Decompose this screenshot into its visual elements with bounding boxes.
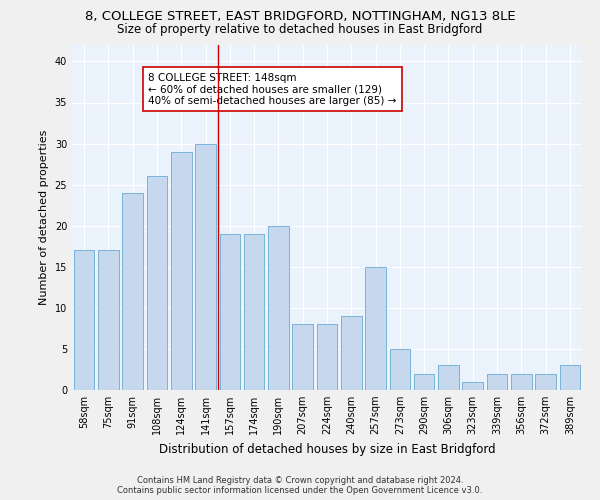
Bar <box>244 234 265 390</box>
Text: Size of property relative to detached houses in East Bridgford: Size of property relative to detached ho… <box>118 22 482 36</box>
Bar <box>463 382 483 390</box>
Bar <box>487 374 508 390</box>
Bar <box>414 374 434 390</box>
Bar <box>389 349 410 390</box>
Bar <box>74 250 94 390</box>
Bar <box>171 152 191 390</box>
X-axis label: Distribution of detached houses by size in East Bridgford: Distribution of detached houses by size … <box>158 442 496 456</box>
Bar <box>220 234 240 390</box>
Bar <box>365 267 386 390</box>
Text: Contains HM Land Registry data © Crown copyright and database right 2024.
Contai: Contains HM Land Registry data © Crown c… <box>118 476 482 495</box>
Bar <box>317 324 337 390</box>
Bar <box>292 324 313 390</box>
Bar <box>98 250 119 390</box>
Bar <box>122 193 143 390</box>
Bar <box>511 374 532 390</box>
Bar <box>341 316 362 390</box>
Bar <box>560 366 580 390</box>
Bar <box>438 366 459 390</box>
Bar <box>146 176 167 390</box>
Text: 8 COLLEGE STREET: 148sqm
← 60% of detached houses are smaller (129)
40% of semi-: 8 COLLEGE STREET: 148sqm ← 60% of detach… <box>149 72 397 106</box>
Bar <box>535 374 556 390</box>
Text: 8, COLLEGE STREET, EAST BRIDGFORD, NOTTINGHAM, NG13 8LE: 8, COLLEGE STREET, EAST BRIDGFORD, NOTTI… <box>85 10 515 23</box>
Bar <box>195 144 216 390</box>
Bar <box>268 226 289 390</box>
Y-axis label: Number of detached properties: Number of detached properties <box>39 130 49 305</box>
